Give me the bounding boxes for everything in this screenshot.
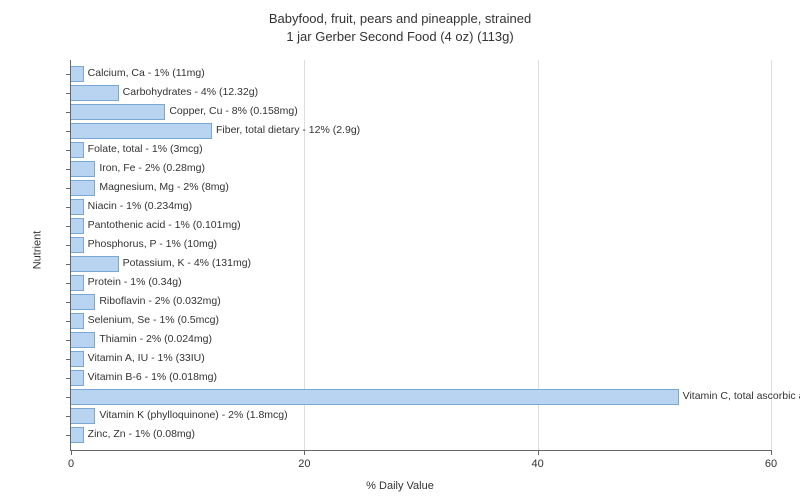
bar-row: Zinc, Zn - 1% (0.08mg) (71, 427, 84, 443)
bar (71, 161, 95, 177)
bar-row: Magnesium, Mg - 2% (8mg) (71, 180, 95, 196)
bar-label: Vitamin K (phylloquinone) - 2% (1.8mcg) (99, 409, 287, 421)
bar (71, 218, 84, 234)
bar-label: Magnesium, Mg - 2% (8mg) (99, 181, 229, 193)
bar-row: Vitamin K (phylloquinone) - 2% (1.8mcg) (71, 408, 95, 424)
chart-title: Babyfood, fruit, pears and pineapple, st… (0, 0, 800, 46)
bar-label: Copper, Cu - 8% (0.158mg) (169, 105, 297, 117)
x-tick (538, 450, 539, 455)
bar-label: Folate, total - 1% (3mcg) (88, 143, 203, 155)
bar (71, 427, 84, 443)
y-axis-label: Nutrient (31, 231, 43, 270)
bar-label: Vitamin A, IU - 1% (33IU) (88, 352, 205, 364)
bar-label: Thiamin - 2% (0.024mg) (99, 333, 212, 345)
bar-label: Vitamin B-6 - 1% (0.018mg) (88, 371, 217, 383)
bar-row: Selenium, Se - 1% (0.5mcg) (71, 313, 84, 329)
bar (71, 313, 84, 329)
x-tick-label: 40 (532, 458, 544, 470)
bar-label: Protein - 1% (0.34g) (88, 276, 182, 288)
bar-row: Pantothenic acid - 1% (0.101mg) (71, 218, 84, 234)
bar (71, 199, 84, 215)
bar (71, 180, 95, 196)
bar-row: Protein - 1% (0.34g) (71, 275, 84, 291)
bar-label: Carbohydrates - 4% (12.32g) (123, 86, 258, 98)
bar (71, 104, 165, 120)
bar (71, 294, 95, 310)
plot-area: 0204060Calcium, Ca - 1% (11mg)Carbohydra… (70, 60, 771, 451)
bar-label: Zinc, Zn - 1% (0.08mg) (88, 428, 195, 440)
bar-label: Iron, Fe - 2% (0.28mg) (99, 162, 205, 174)
bar-label: Niacin - 1% (0.234mg) (88, 200, 192, 212)
title-line-2: 1 jar Gerber Second Food (4 oz) (113g) (286, 29, 513, 44)
bar-row: Iron, Fe - 2% (0.28mg) (71, 161, 95, 177)
bar (71, 275, 84, 291)
bar-row: Niacin - 1% (0.234mg) (71, 199, 84, 215)
x-tick (71, 450, 72, 455)
x-tick-label: 60 (765, 458, 777, 470)
x-tick (771, 450, 772, 455)
x-axis-label: % Daily Value (366, 480, 434, 492)
bar-row: Folate, total - 1% (3mcg) (71, 142, 84, 158)
x-tick-label: 0 (68, 458, 74, 470)
bar (71, 85, 119, 101)
bar-row: Phosphorus, P - 1% (10mg) (71, 237, 84, 253)
bar-label: Potassium, K - 4% (131mg) (123, 257, 251, 269)
bar-label: Phosphorus, P - 1% (10mg) (88, 238, 217, 250)
bar-row: Carbohydrates - 4% (12.32g) (71, 85, 119, 101)
x-tick-label: 20 (298, 458, 310, 470)
bar-row: Potassium, K - 4% (131mg) (71, 256, 119, 272)
x-tick (304, 450, 305, 455)
bar (71, 66, 84, 82)
bar-label: Vitamin C, total ascorbic acid - 52% (31… (683, 390, 800, 402)
bar-label: Riboflavin - 2% (0.032mg) (99, 295, 220, 307)
bar (71, 142, 84, 158)
bar-row: Vitamin B-6 - 1% (0.018mg) (71, 370, 84, 386)
bar-label: Calcium, Ca - 1% (11mg) (88, 67, 205, 79)
bar (71, 237, 84, 253)
bar (71, 408, 95, 424)
bar-label: Selenium, Se - 1% (0.5mcg) (88, 314, 219, 326)
bar (71, 351, 84, 367)
bar-row: Fiber, total dietary - 12% (2.9g) (71, 123, 212, 139)
bar (71, 370, 84, 386)
bar-row: Copper, Cu - 8% (0.158mg) (71, 104, 165, 120)
bar-row: Vitamin A, IU - 1% (33IU) (71, 351, 84, 367)
title-line-1: Babyfood, fruit, pears and pineapple, st… (269, 11, 531, 26)
bar (71, 256, 119, 272)
bar (71, 123, 212, 139)
bar (71, 332, 95, 348)
bar-row: Thiamin - 2% (0.024mg) (71, 332, 95, 348)
bar-row: Calcium, Ca - 1% (11mg) (71, 66, 84, 82)
bar (71, 389, 679, 405)
bar-label: Fiber, total dietary - 12% (2.9g) (216, 124, 360, 136)
bar-label: Pantothenic acid - 1% (0.101mg) (88, 219, 241, 231)
bar-row: Riboflavin - 2% (0.032mg) (71, 294, 95, 310)
chart-container: Babyfood, fruit, pears and pineapple, st… (0, 0, 800, 500)
bar-row: Vitamin C, total ascorbic acid - 52% (31… (71, 389, 679, 405)
